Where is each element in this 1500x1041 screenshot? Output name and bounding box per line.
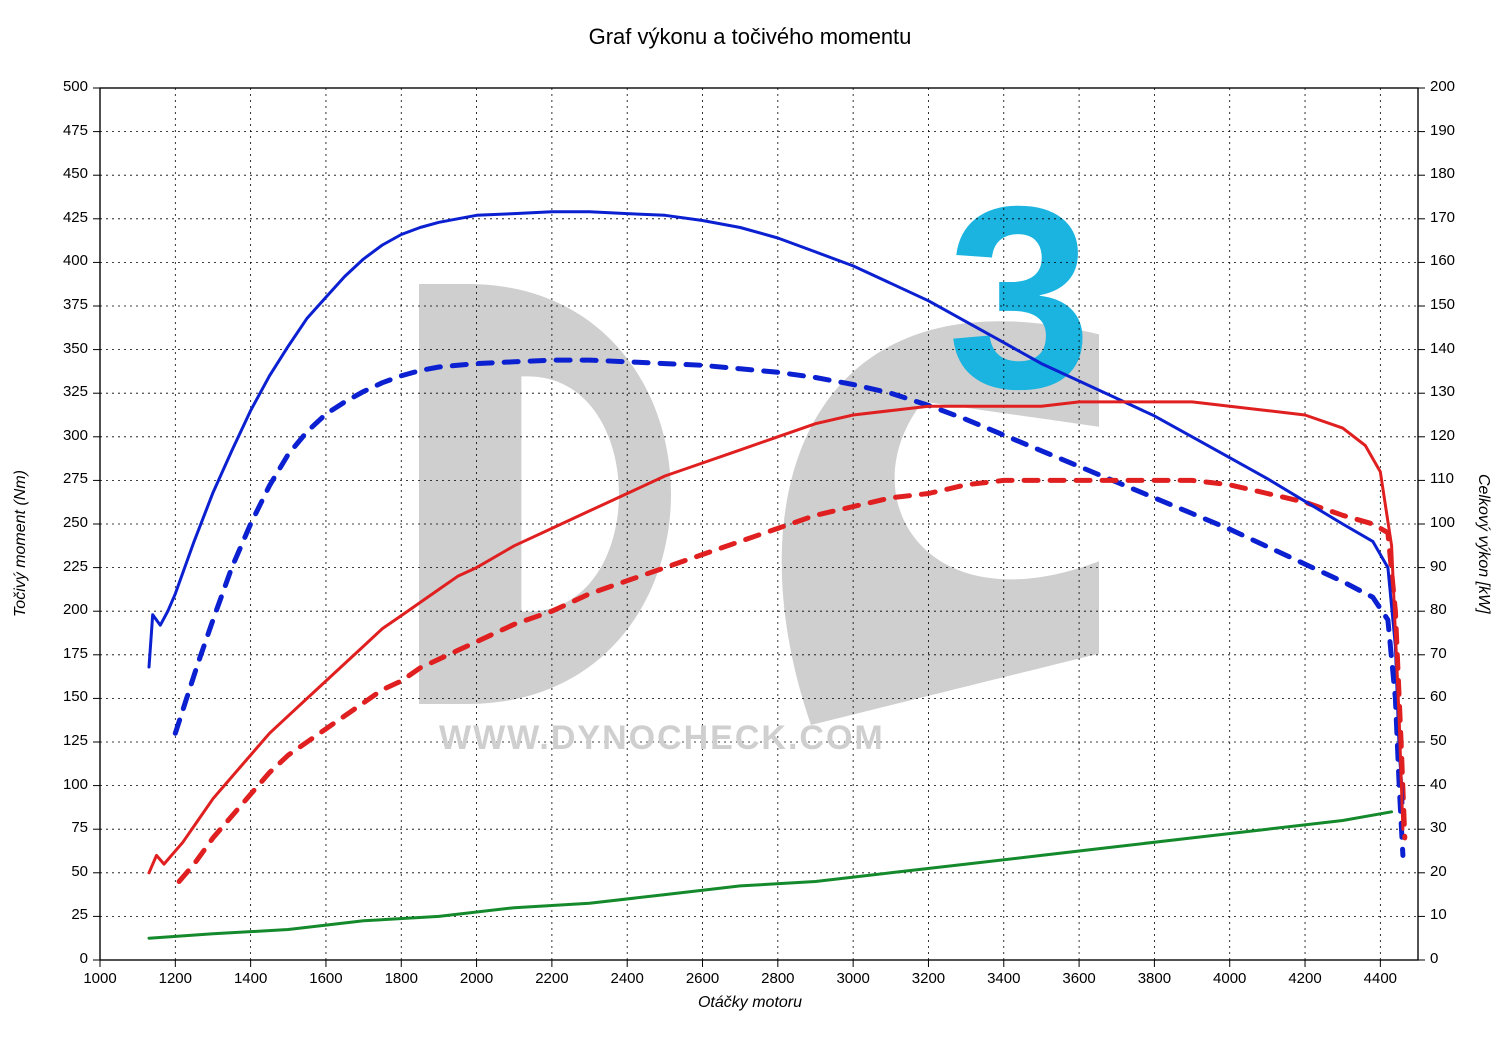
tick-label: 450 <box>40 165 88 182</box>
tick-label: 0 <box>40 950 88 967</box>
tick-label: 3800 <box>1129 970 1179 987</box>
tick-label: 125 <box>40 732 88 749</box>
y-right-axis-label: Celkový výkon [kW] <box>1474 444 1492 644</box>
tick-label: 20 <box>1430 863 1447 880</box>
tick-label: 10 <box>1430 906 1447 923</box>
tick-label: 200 <box>1430 78 1455 95</box>
tick-label: 175 <box>40 645 88 662</box>
tick-label: 2000 <box>452 970 502 987</box>
x-axis-label: Otáčky motoru <box>0 994 1500 1012</box>
tick-label: 100 <box>1430 514 1455 531</box>
tick-label: 40 <box>1430 776 1447 793</box>
watermark-url: WWW.DYNOCHECK.COM <box>439 719 885 758</box>
tick-label: 3600 <box>1054 970 1104 987</box>
tick-label: 30 <box>1430 819 1447 836</box>
tick-label: 120 <box>1430 427 1455 444</box>
tick-label: 70 <box>1430 645 1447 662</box>
tick-label: 300 <box>40 427 88 444</box>
tick-label: 4200 <box>1280 970 1330 987</box>
tick-label: 50 <box>40 863 88 880</box>
tick-label: 160 <box>1430 252 1455 269</box>
tick-label: 4400 <box>1355 970 1405 987</box>
tick-label: 1800 <box>376 970 426 987</box>
tick-label: 475 <box>40 122 88 139</box>
tick-label: 4000 <box>1205 970 1255 987</box>
tick-label: 150 <box>1430 296 1455 313</box>
tick-label: 2800 <box>753 970 803 987</box>
tick-label: 3200 <box>903 970 953 987</box>
chart-svg: 3 <box>0 0 1500 1041</box>
tick-label: 190 <box>1430 122 1455 139</box>
tick-label: 180 <box>1430 165 1455 182</box>
tick-label: 50 <box>1430 732 1447 749</box>
tick-label: 425 <box>40 209 88 226</box>
tick-label: 0 <box>1430 950 1438 967</box>
dyno-chart: Graf výkonu a točivého momentu 3 Točivý … <box>0 0 1500 1041</box>
svg-text:3: 3 <box>947 153 1092 443</box>
tick-label: 1000 <box>75 970 125 987</box>
tick-label: 400 <box>40 252 88 269</box>
y-left-axis-label: Točivý moment (Nm) <box>12 444 30 644</box>
tick-label: 250 <box>40 514 88 531</box>
tick-label: 150 <box>40 688 88 705</box>
tick-label: 75 <box>40 819 88 836</box>
tick-label: 2600 <box>678 970 728 987</box>
tick-label: 3000 <box>828 970 878 987</box>
tick-label: 25 <box>40 906 88 923</box>
tick-label: 1600 <box>301 970 351 987</box>
tick-label: 275 <box>40 470 88 487</box>
tick-label: 2200 <box>527 970 577 987</box>
tick-label: 140 <box>1430 340 1455 357</box>
tick-label: 60 <box>1430 688 1447 705</box>
tick-label: 350 <box>40 340 88 357</box>
tick-label: 110 <box>1430 470 1454 487</box>
tick-label: 130 <box>1430 383 1455 400</box>
tick-label: 225 <box>40 558 88 575</box>
tick-label: 80 <box>1430 601 1447 618</box>
tick-label: 200 <box>40 601 88 618</box>
tick-label: 325 <box>40 383 88 400</box>
tick-label: 90 <box>1430 558 1447 575</box>
tick-label: 3400 <box>979 970 1029 987</box>
tick-label: 1200 <box>150 970 200 987</box>
tick-label: 2400 <box>602 970 652 987</box>
tick-label: 1400 <box>226 970 276 987</box>
tick-label: 170 <box>1430 209 1455 226</box>
tick-label: 500 <box>40 78 88 95</box>
tick-label: 100 <box>40 776 88 793</box>
tick-label: 375 <box>40 296 88 313</box>
